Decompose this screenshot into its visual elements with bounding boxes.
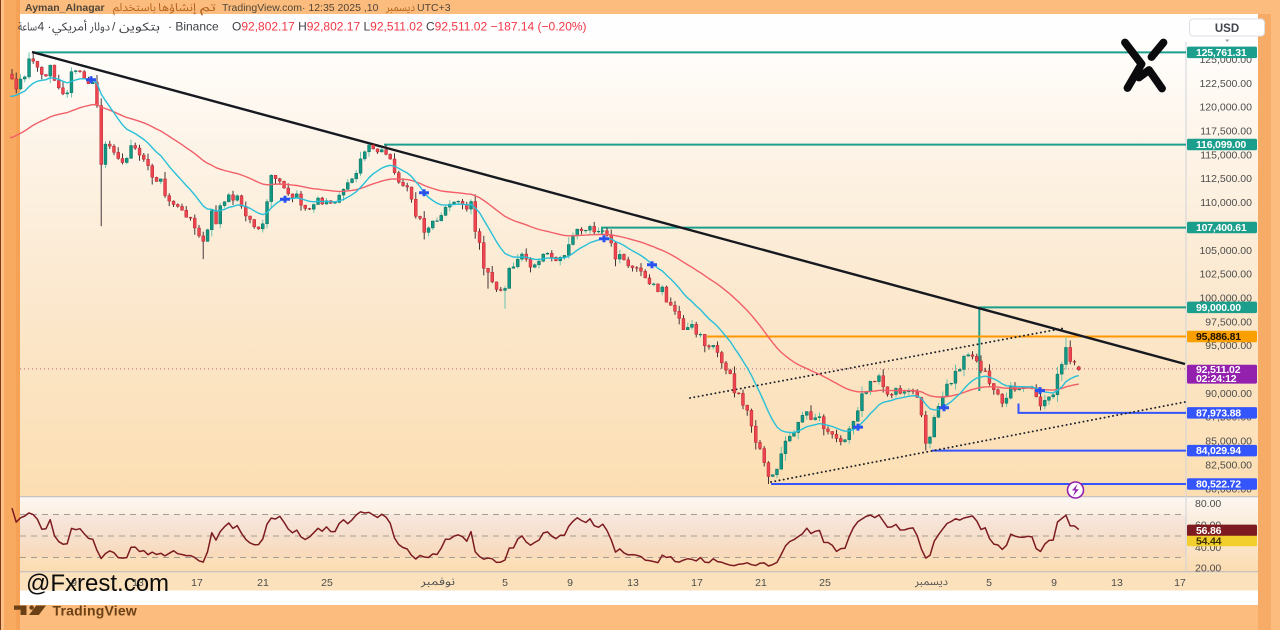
svg-text:9: 9 [1051,577,1057,589]
svg-text:17: 17 [1174,577,1186,589]
svg-text:02:24:12: 02:24:12 [1196,373,1237,385]
svg-text:80.00: 80.00 [1195,498,1221,510]
svg-text:125,761.31: 125,761.31 [1196,47,1247,59]
svg-text:17: 17 [691,577,703,589]
svg-text:9: 9 [71,577,77,589]
svg-text:97,500.00: 97,500.00 [1205,316,1252,328]
svg-text:Ayman_Alnagar: Ayman_Alnagar [25,2,105,14]
svg-text:84,029.94: 84,029.94 [1196,445,1241,457]
svg-text:21: 21 [755,577,767,589]
svg-text:112,500.00: 112,500.00 [1200,173,1252,185]
svg-text:95,886.81: 95,886.81 [1196,331,1241,343]
svg-text:5: 5 [502,577,508,589]
svg-text:5: 5 [986,577,992,589]
svg-text:54.44: 54.44 [1196,536,1222,548]
svg-text:85,000.00: 85,000.00 [1205,436,1252,448]
svg-text:9: 9 [567,577,573,589]
svg-text:120,000.00: 120,000.00 [1199,102,1252,114]
svg-text:90,000.00: 90,000.00 [1205,388,1252,400]
svg-text:20.00: 20.00 [1195,563,1221,575]
svg-text:56.86: 56.86 [1196,525,1222,537]
svg-text:O92,802.17 H92,802.17 L92,51: O92,802.17 H92,802.17 L92,511.02 C92,511… [232,20,587,34]
svg-text:115,000.00: 115,000.00 [1200,149,1252,161]
svg-text:110,000.00: 110,000.00 [1200,197,1252,209]
svg-text:4 ·: 4 · [38,20,52,34]
svg-text:100,000.00: 100,000.00 [1199,293,1252,305]
svg-text:13: 13 [132,577,144,589]
svg-text:107,400.61: 107,400.61 [1196,222,1247,234]
svg-text:92,511.02: 92,511.02 [1196,364,1241,376]
svg-text:105,000.00: 105,000.00 [1199,245,1252,257]
svg-text:95,000.00: 95,000.00 [1205,340,1252,352]
svg-text:USD: USD [1215,23,1239,35]
svg-text:122,500.00: 122,500.00 [1199,78,1252,90]
svg-text:82,500.00: 82,500.00 [1205,459,1252,471]
svg-text:17: 17 [191,577,203,589]
svg-text:116,099.00: 116,099.00 [1196,139,1246,151]
svg-text:TradingView: TradingView [53,603,137,619]
svg-text:· Binance: · Binance [168,20,219,34]
svg-text:99,000.00: 99,000.00 [1196,302,1241,314]
svg-text:25: 25 [321,577,333,589]
svg-text:102,500.00: 102,500.00 [1199,269,1252,281]
svg-text:80,522.72: 80,522.72 [1196,479,1241,491]
svg-text:TradingView.com· 12:35 2025 ,1: TradingView.com· 12:35 2025 ,10 [222,2,379,14]
svg-text:117,500.00: 117,500.00 [1200,126,1252,138]
svg-text:13: 13 [627,577,639,589]
svg-text:UTC+3: UTC+3 [417,2,451,14]
svg-text:87,973.88: 87,973.88 [1196,408,1241,420]
svg-text:/: / [112,20,116,34]
svg-text:25: 25 [819,577,831,589]
svg-text:21: 21 [257,577,269,589]
svg-text:13: 13 [1111,577,1123,589]
